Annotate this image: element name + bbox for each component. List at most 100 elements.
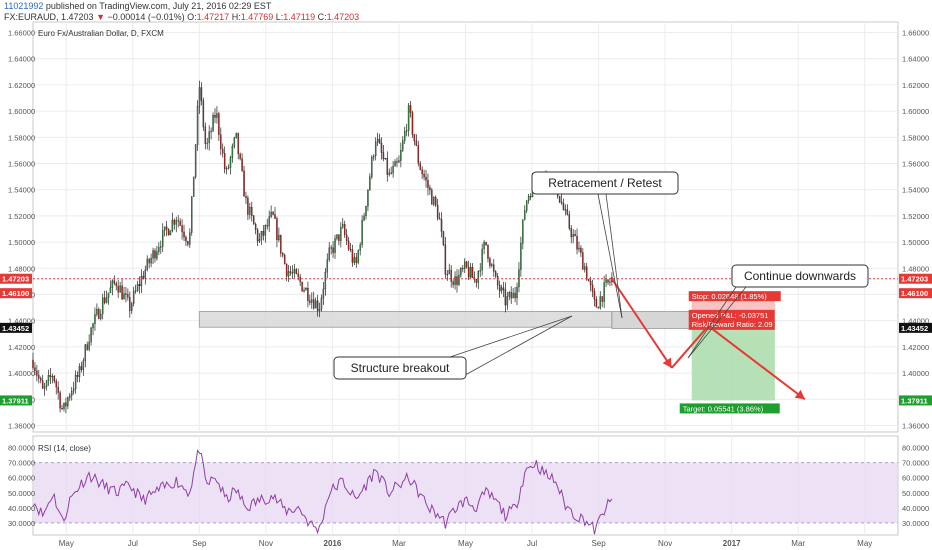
callout-continue: Continue downwards	[744, 269, 856, 283]
target-label-bg	[679, 403, 780, 414]
candle-body	[417, 145, 420, 164]
callout-retest-pointer-a	[597, 193, 623, 319]
candle-body	[396, 161, 398, 163]
candle-body	[117, 285, 119, 293]
candle-body	[287, 271, 290, 277]
candle-body	[45, 380, 48, 387]
candle-body	[444, 244, 447, 275]
candle-body	[200, 87, 203, 101]
y-tick-left: 1.58000	[8, 133, 35, 142]
price-badge-left-label: 1.46100	[2, 289, 29, 298]
candle-body	[307, 288, 309, 301]
price-badge-left-label: 1.43452	[2, 324, 29, 333]
down-arrow-icon: ▼	[96, 12, 106, 22]
callout-breakout-pointer-b	[457, 315, 573, 380]
candle-body	[84, 344, 87, 362]
candle-body	[585, 266, 588, 280]
candle-body	[243, 170, 245, 197]
candle-body	[558, 195, 561, 203]
candle-body	[274, 214, 276, 219]
candle-body	[479, 270, 481, 272]
candle-body	[88, 341, 90, 350]
candle-body	[105, 297, 108, 303]
candle-body	[121, 285, 123, 300]
x-tick-label: 2017	[723, 539, 741, 548]
candle-body	[70, 391, 73, 396]
candle-body	[165, 226, 168, 230]
y-tick-right: 1.56000	[902, 160, 929, 169]
candle-body	[67, 397, 69, 407]
callout-breakout-box	[333, 356, 467, 380]
candle-body	[512, 292, 514, 299]
candle-body	[136, 284, 139, 291]
rsi-line	[32, 449, 613, 535]
callout-breakout: Structure breakout	[351, 361, 450, 375]
y-tick-left: 1.52000	[8, 212, 35, 221]
candle-body	[142, 275, 145, 279]
candle-body	[82, 360, 85, 370]
candle-body	[127, 294, 129, 298]
callout-retest-pointer-b	[605, 193, 623, 319]
candle-body	[564, 209, 567, 211]
pnl-label: Opened P&L: -0.03751	[692, 311, 769, 320]
rsi-tick-left: 50.0000	[8, 489, 35, 498]
high-label: H:	[231, 12, 241, 22]
candle-body	[80, 366, 83, 370]
candle-body	[158, 247, 160, 252]
y-tick-right: 1.64000	[902, 55, 929, 64]
callout-continue-pointer-b	[687, 286, 747, 359]
candle-body	[498, 284, 501, 292]
candle-body	[369, 176, 371, 191]
candle-body	[386, 158, 389, 175]
x-tick-label: May	[59, 539, 74, 548]
candle-body	[32, 359, 34, 368]
candle-body	[427, 180, 429, 188]
candle-body	[570, 228, 572, 238]
candle-body	[111, 280, 114, 288]
candle-body	[204, 126, 207, 144]
rsi-tick-left: 40.0000	[8, 504, 35, 513]
close-value: 1.47203	[326, 12, 360, 22]
candle-body	[249, 207, 251, 215]
target-zone	[691, 327, 775, 401]
price-badge-right	[899, 322, 932, 333]
price-badge-left	[0, 322, 32, 333]
candle-body	[227, 167, 230, 169]
candle-body	[69, 395, 71, 398]
candle-body	[191, 196, 193, 233]
candle-body	[223, 153, 226, 170]
candle-body	[516, 286, 518, 299]
candle-body	[40, 378, 42, 381]
candle-body	[328, 247, 330, 260]
candle-body	[305, 288, 307, 291]
target-label: Target: 0.05541 (3.86%)	[683, 404, 764, 413]
x-tick-label: Jul	[527, 539, 537, 548]
candle-body	[433, 196, 435, 205]
y-tick-right: 1.36000	[902, 421, 929, 430]
candle-body	[471, 266, 474, 278]
candle-body	[194, 144, 197, 178]
candle-body	[282, 253, 284, 256]
candle-body	[382, 152, 385, 160]
candle-body	[434, 196, 437, 206]
candle-body	[572, 234, 574, 238]
price-badge-right	[899, 273, 932, 284]
candle-body	[144, 269, 147, 279]
candle-body	[291, 272, 294, 274]
low-value: 1.47119	[283, 12, 316, 22]
candle-body	[415, 140, 418, 146]
candle-body	[603, 282, 605, 302]
candle-body	[285, 263, 288, 277]
candle-body	[65, 402, 67, 407]
candle-body	[268, 216, 270, 227]
candle-body	[359, 244, 361, 251]
candle-body	[41, 380, 44, 389]
user-id[interactable]: 11021992	[4, 1, 44, 11]
candle-body	[363, 215, 365, 221]
candle-body	[436, 204, 439, 219]
rsi-tick-right: 50.0000	[902, 489, 929, 498]
y-tick-left: 1.40000	[8, 369, 35, 378]
y-tick-right: 1.52000	[902, 212, 929, 221]
candle-body	[587, 279, 590, 282]
